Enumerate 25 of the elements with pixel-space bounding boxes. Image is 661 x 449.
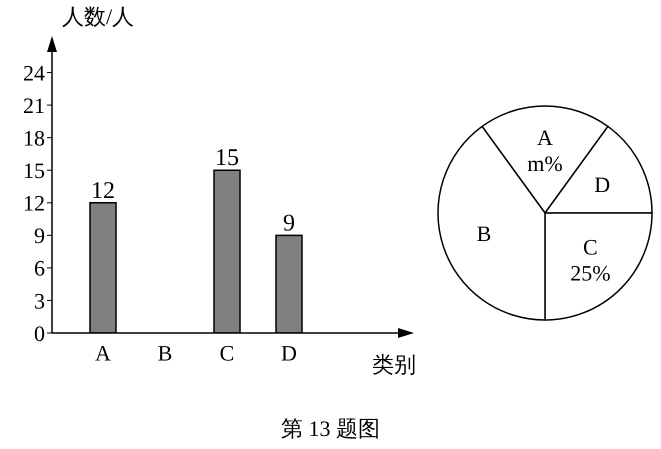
y-tick-label: 15 <box>23 158 45 184</box>
y-tick-label: 0 <box>34 320 45 346</box>
x-tick-label: C <box>220 340 234 366</box>
slice-label: B <box>476 220 492 246</box>
data-label: m% <box>527 150 563 176</box>
slice-label: D <box>594 171 610 196</box>
y-tick-label: 12 <box>23 190 45 216</box>
text: 第 13 题图 <box>280 415 381 443</box>
y-tick-label: 9 <box>34 223 45 248</box>
slice-label: A <box>537 124 554 150</box>
data-label: 12 <box>91 178 115 204</box>
x-tick-label: B <box>158 340 172 366</box>
data-label: 25% <box>570 260 611 285</box>
y-axis-title: 人数/人 <box>62 3 134 31</box>
y-tick-label: 24 <box>23 60 45 86</box>
data-label: 9 <box>283 210 295 236</box>
slice-label: C <box>583 234 598 259</box>
y-tick-label: 6 <box>34 256 45 281</box>
y-tick-label: 18 <box>23 125 45 150</box>
y-tick-label: 21 <box>23 92 45 118</box>
y-tick-label: 3 <box>34 288 45 314</box>
x-tick-label: A <box>95 340 112 366</box>
data-label: 15 <box>215 145 239 172</box>
x-axis-title: 类别 <box>372 351 416 379</box>
x-tick-label: D <box>281 340 297 366</box>
